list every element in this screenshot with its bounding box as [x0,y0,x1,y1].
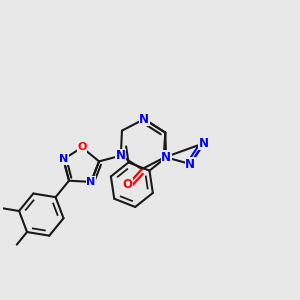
Text: O: O [123,178,133,191]
Text: N: N [86,177,96,187]
Text: N: N [139,112,149,126]
Text: N: N [161,151,171,164]
Text: O: O [77,142,87,152]
Text: N: N [116,149,126,162]
Text: N: N [59,154,68,164]
Text: N: N [185,158,195,170]
Text: N: N [199,137,209,150]
